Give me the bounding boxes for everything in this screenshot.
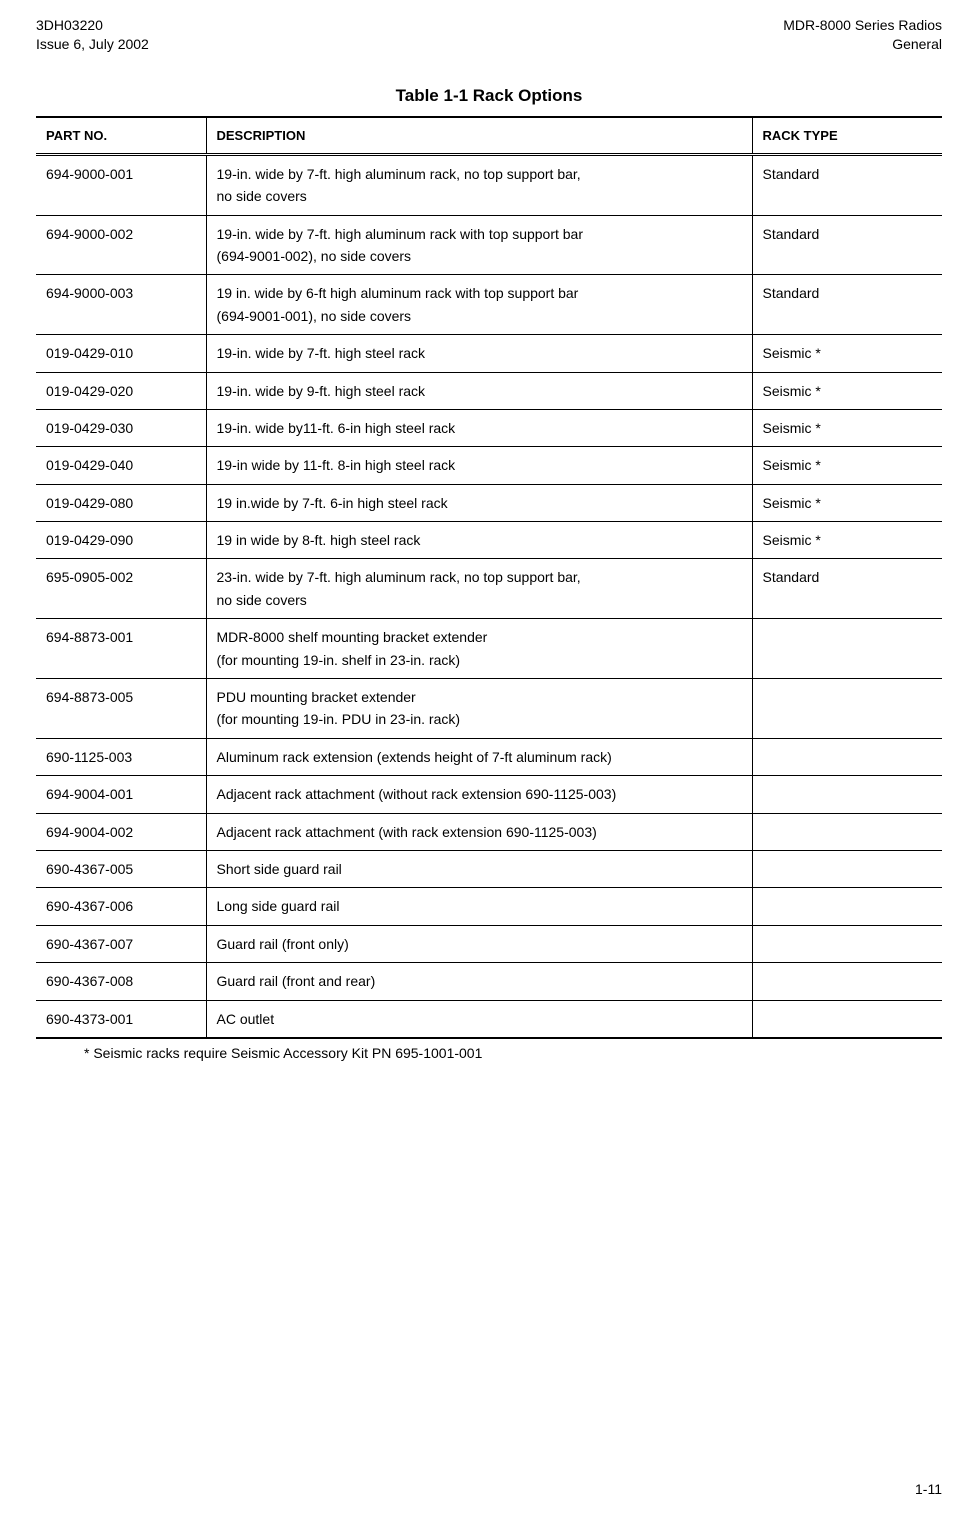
header-left: 3DH03220 Issue 6, July 2002 <box>36 16 149 54</box>
cell-rack-type <box>752 1000 942 1038</box>
cell-description: AC outlet <box>206 1000 752 1038</box>
cell-part-no: 019-0429-080 <box>36 484 206 521</box>
doc-id: 3DH03220 <box>36 16 149 35</box>
cell-rack-type: Seismic * <box>752 484 942 521</box>
table-row: 694-8873-005PDU mounting bracket extende… <box>36 679 942 739</box>
table-row: 694-9000-00219-in. wide by 7-ft. high al… <box>36 215 942 275</box>
table-row: 019-0429-04019-in wide by 11-ft. 8-in hi… <box>36 447 942 484</box>
doc-issue: Issue 6, July 2002 <box>36 35 149 54</box>
table-row: 694-9004-001Adjacent rack attachment (wi… <box>36 776 942 813</box>
doc-product: MDR-8000 Series Radios <box>783 16 942 35</box>
cell-description: 19 in. wide by 6-ft high aluminum rack w… <box>206 275 752 335</box>
table-row: 019-0429-01019-in. wide by 7-ft. high st… <box>36 335 942 372</box>
cell-description: Long side guard rail <box>206 888 752 925</box>
cell-description: 19-in. wide by11-ft. 6-in high steel rac… <box>206 409 752 446</box>
cell-part-no: 690-1125-003 <box>36 738 206 775</box>
table-row: 695-0905-00223-in. wide by 7-ft. high al… <box>36 559 942 619</box>
cell-description: 23-in. wide by 7-ft. high aluminum rack,… <box>206 559 752 619</box>
col-header-rack-type: RACK TYPE <box>752 117 942 155</box>
cell-description: MDR-8000 shelf mounting bracket extender… <box>206 619 752 679</box>
cell-rack-type: Seismic * <box>752 447 942 484</box>
cell-rack-type <box>752 679 942 739</box>
cell-part-no: 019-0429-030 <box>36 409 206 446</box>
table-row: 694-9000-00319 in. wide by 6-ft high alu… <box>36 275 942 335</box>
cell-description: 19 in wide by 8-ft. high steel rack <box>206 522 752 559</box>
rack-options-table: PART NO. DESCRIPTION RACK TYPE 694-9000-… <box>36 116 942 1039</box>
cell-description: Guard rail (front only) <box>206 925 752 962</box>
table-row: 694-9004-002Adjacent rack attachment (wi… <box>36 813 942 850</box>
table-row: 690-4367-006Long side guard rail <box>36 888 942 925</box>
table-row: 694-8873-001MDR-8000 shelf mounting brac… <box>36 619 942 679</box>
cell-description: PDU mounting bracket extender(for mounti… <box>206 679 752 739</box>
cell-description: Guard rail (front and rear) <box>206 963 752 1000</box>
table-row: 694-9000-00119-in. wide by 7-ft. high al… <box>36 154 942 215</box>
cell-rack-type <box>752 813 942 850</box>
cell-description: Adjacent rack attachment (with rack exte… <box>206 813 752 850</box>
cell-part-no: 690-4373-001 <box>36 1000 206 1038</box>
cell-description: 19-in. wide by 9-ft. high steel rack <box>206 372 752 409</box>
cell-part-no: 694-9000-001 <box>36 154 206 215</box>
cell-part-no: 690-4367-008 <box>36 963 206 1000</box>
cell-part-no: 690-4367-006 <box>36 888 206 925</box>
cell-part-no: 019-0429-040 <box>36 447 206 484</box>
table-row: 019-0429-02019-in. wide by 9-ft. high st… <box>36 372 942 409</box>
cell-description: 19 in.wide by 7-ft. 6-in high steel rack <box>206 484 752 521</box>
cell-rack-type: Standard <box>752 275 942 335</box>
cell-rack-type <box>752 738 942 775</box>
cell-part-no: 694-9004-002 <box>36 813 206 850</box>
cell-description: Short side guard rail <box>206 850 752 887</box>
cell-description: 19-in. wide by 7-ft. high aluminum rack … <box>206 215 752 275</box>
cell-part-no: 019-0429-010 <box>36 335 206 372</box>
cell-description: 19-in. wide by 7-ft. high steel rack <box>206 335 752 372</box>
cell-part-no: 690-4367-007 <box>36 925 206 962</box>
cell-rack-type <box>752 619 942 679</box>
table-caption: Table 1-1 Rack Options <box>36 86 942 106</box>
doc-section: General <box>783 35 942 54</box>
cell-rack-type: Seismic * <box>752 335 942 372</box>
cell-part-no: 694-9000-003 <box>36 275 206 335</box>
cell-rack-type <box>752 925 942 962</box>
table-row: 690-4367-005Short side guard rail <box>36 850 942 887</box>
table-footnote: * Seismic racks require Seismic Accessor… <box>36 1045 942 1061</box>
table-row: 019-0429-08019 in.wide by 7-ft. 6-in hig… <box>36 484 942 521</box>
table-row: 690-1125-003Aluminum rack extension (ext… <box>36 738 942 775</box>
col-header-part-no: PART NO. <box>36 117 206 155</box>
table-row: 690-4367-008Guard rail (front and rear) <box>36 963 942 1000</box>
cell-description: Adjacent rack attachment (without rack e… <box>206 776 752 813</box>
table-row: 019-0429-09019 in wide by 8-ft. high ste… <box>36 522 942 559</box>
cell-rack-type <box>752 776 942 813</box>
table-row: 690-4373-001AC outlet <box>36 1000 942 1038</box>
col-header-description: DESCRIPTION <box>206 117 752 155</box>
cell-description: 19-in. wide by 7-ft. high aluminum rack,… <box>206 154 752 215</box>
cell-description: Aluminum rack extension (extends height … <box>206 738 752 775</box>
cell-rack-type: Standard <box>752 215 942 275</box>
cell-part-no: 694-9004-001 <box>36 776 206 813</box>
cell-part-no: 694-8873-001 <box>36 619 206 679</box>
cell-rack-type <box>752 963 942 1000</box>
cell-part-no: 694-9000-002 <box>36 215 206 275</box>
cell-rack-type: Seismic * <box>752 409 942 446</box>
cell-rack-type <box>752 850 942 887</box>
cell-rack-type <box>752 888 942 925</box>
cell-part-no: 019-0429-020 <box>36 372 206 409</box>
cell-rack-type: Standard <box>752 559 942 619</box>
table-row: 019-0429-03019-in. wide by11-ft. 6-in hi… <box>36 409 942 446</box>
cell-part-no: 695-0905-002 <box>36 559 206 619</box>
cell-description: 19-in wide by 11-ft. 8-in high steel rac… <box>206 447 752 484</box>
table-body: 694-9000-00119-in. wide by 7-ft. high al… <box>36 154 942 1038</box>
page-header: 3DH03220 Issue 6, July 2002 MDR-8000 Ser… <box>36 16 942 54</box>
cell-rack-type: Seismic * <box>752 522 942 559</box>
cell-part-no: 019-0429-090 <box>36 522 206 559</box>
table-row: 690-4367-007Guard rail (front only) <box>36 925 942 962</box>
header-right: MDR-8000 Series Radios General <box>783 16 942 54</box>
cell-rack-type: Seismic * <box>752 372 942 409</box>
page-number: 1-11 <box>36 1481 942 1497</box>
cell-rack-type: Standard <box>752 154 942 215</box>
table-header-row: PART NO. DESCRIPTION RACK TYPE <box>36 117 942 155</box>
cell-part-no: 690-4367-005 <box>36 850 206 887</box>
cell-part-no: 694-8873-005 <box>36 679 206 739</box>
